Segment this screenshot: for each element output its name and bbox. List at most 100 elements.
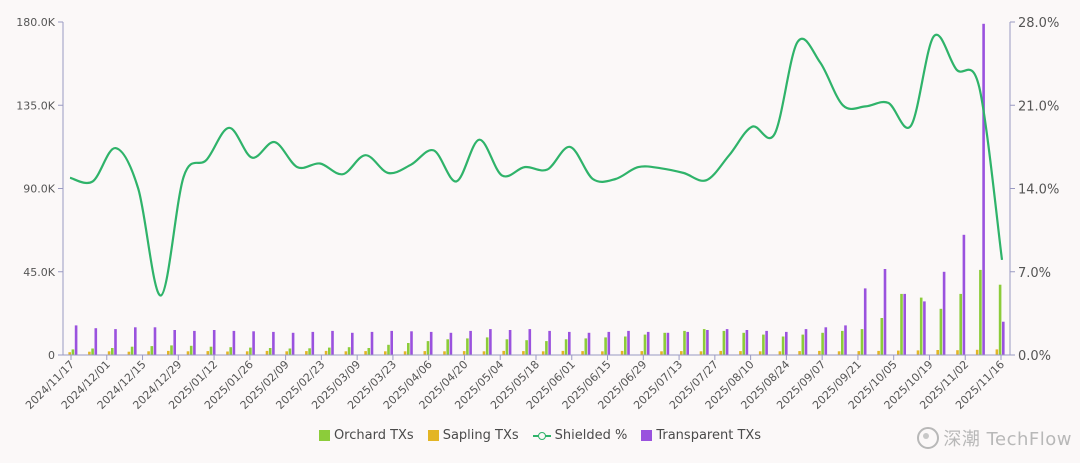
transparent-swatch-icon	[641, 430, 653, 441]
transparent-bar	[173, 330, 176, 355]
legend-item-transparent[interactable]: Transparent TXs	[641, 428, 761, 443]
orchard-bar	[643, 334, 647, 355]
sapling-bar	[324, 350, 328, 355]
orchard-bar	[939, 308, 943, 356]
orchard-bar	[919, 297, 923, 355]
legend-item-orchard[interactable]: Orchard TXs	[318, 428, 414, 443]
sapling-bar	[877, 350, 880, 355]
orchard-bar	[91, 348, 94, 355]
orchard-bar	[663, 332, 666, 355]
transparent-bar	[1002, 321, 1005, 355]
transparent-bar	[942, 271, 946, 356]
y-left-tick-label: 45.0K	[23, 266, 55, 279]
sapling-bar	[462, 351, 466, 355]
transparent-bar	[765, 330, 768, 355]
orchard-bar	[407, 343, 410, 355]
watermark: 深潮 TechFlow	[917, 425, 1072, 451]
orchard-bar	[742, 332, 745, 355]
orchard-bar	[998, 284, 1002, 355]
sapling-bar	[265, 350, 269, 355]
sapling-bar	[936, 350, 939, 355]
transparent-bar	[410, 331, 413, 355]
sapling-bar	[68, 352, 71, 355]
y-right-tick-label: 14.0%	[1018, 183, 1059, 198]
sapling-bar	[818, 350, 821, 355]
transparent-bar	[114, 329, 117, 355]
orchard-bar	[367, 348, 371, 355]
sapling-bar	[305, 351, 308, 355]
sapling-bar	[778, 351, 782, 355]
transparent-bar	[331, 330, 334, 355]
sapling-bar	[206, 351, 210, 355]
orchard-bar	[249, 347, 252, 355]
shielded-line	[69, 33, 1004, 297]
transparent-bar	[923, 301, 926, 355]
legend-item-sapling[interactable]: Sapling TXs	[427, 428, 519, 443]
orchard-bar	[347, 347, 351, 355]
sapling-bar	[956, 350, 959, 355]
transparent-bar	[272, 331, 275, 355]
transparent-bar	[982, 23, 985, 356]
orchard-bar	[426, 341, 430, 355]
legend-label-transparent: Transparent TXs	[656, 428, 762, 443]
orchard-bar	[821, 332, 824, 355]
transparent-bar	[785, 331, 788, 355]
transparent-bar	[252, 331, 255, 355]
sapling-bar	[680, 351, 683, 355]
orchard-bar	[801, 334, 805, 355]
transparent-bar	[863, 288, 867, 355]
watermark-text: 深潮 TechFlow	[943, 429, 1072, 450]
bars-layer	[68, 23, 1005, 356]
orchard-bar	[525, 340, 528, 355]
orchard-bar	[150, 346, 154, 355]
y-right-tick-label: 7.0%	[1018, 266, 1051, 281]
orchard-bar	[959, 293, 962, 355]
transparent-bar	[232, 330, 236, 355]
sapling-bar	[798, 351, 801, 355]
sapling-bar	[482, 351, 486, 355]
sapling-bar	[640, 351, 644, 355]
sapling-bar	[541, 351, 545, 355]
legend-item-shielded[interactable]: Shielded %	[532, 428, 628, 443]
orchard-bar	[604, 337, 607, 355]
legend-label-shielded: Shielded %	[554, 428, 628, 443]
sapling-bar	[581, 351, 584, 355]
transparent-bar	[607, 331, 611, 355]
transparent-bar	[370, 331, 374, 355]
transparent-bar	[94, 328, 98, 355]
sapling-bar	[147, 351, 150, 355]
y-right-tick-label: 0.0%	[1018, 349, 1051, 364]
sapling-bar	[620, 350, 624, 355]
chart-legend: Orchard TXs Sapling TXs Shielded % Trans…	[0, 428, 1080, 443]
orchard-bar	[702, 329, 706, 355]
orchard-bar	[860, 329, 864, 355]
orchard-bar	[387, 344, 390, 355]
transparent-bar	[489, 329, 492, 355]
axes-layer	[58, 21, 1015, 360]
sapling-bar	[719, 350, 722, 355]
transparent-bar	[646, 331, 650, 355]
orchard-bar	[308, 348, 311, 355]
transparent-bar	[804, 329, 808, 355]
sapling-bar	[502, 350, 505, 355]
transparent-bar	[469, 330, 472, 355]
orchard-bar	[880, 318, 884, 355]
sapling-bar	[857, 351, 861, 355]
sapling-bar	[601, 351, 604, 355]
orchard-bar	[979, 269, 982, 355]
sapling-bar	[186, 351, 190, 355]
orchard-bar	[111, 348, 114, 355]
orchard-bar	[564, 339, 568, 355]
transparent-bar	[153, 327, 157, 356]
transparent-bar	[291, 332, 295, 355]
sapling-bar	[423, 351, 427, 355]
orchard-bar	[505, 339, 509, 355]
legend-label-orchard: Orchard TXs	[333, 428, 414, 443]
transparent-bar	[449, 332, 453, 355]
orchard-swatch-icon	[318, 430, 330, 441]
orchard-bar	[545, 341, 548, 355]
transparent-bar	[134, 327, 137, 356]
transparent-bar	[903, 293, 906, 355]
orchard-bar	[781, 336, 785, 355]
sapling-swatch-icon	[427, 430, 439, 441]
